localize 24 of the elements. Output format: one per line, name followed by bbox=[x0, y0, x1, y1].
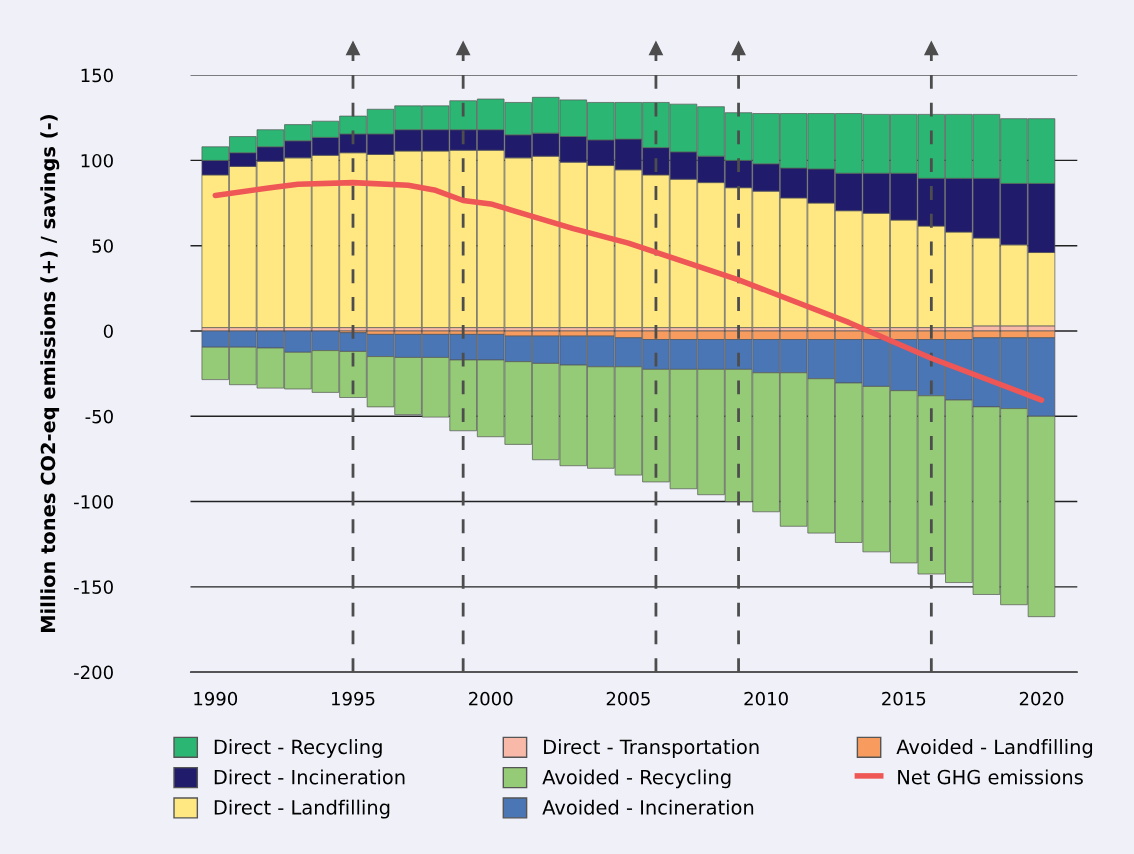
legend-label: Avoided - Incineration bbox=[542, 799, 754, 815]
x-tick-label: 2000 bbox=[469, 691, 513, 706]
y-tick-label: 50 bbox=[92, 239, 113, 253]
y-tick-label: 0 bbox=[103, 324, 113, 339]
y-tick-label: -50 bbox=[85, 409, 113, 424]
legend-label: Avoided - Landfilling bbox=[896, 739, 1093, 758]
x-tick-label: 1995 bbox=[332, 691, 375, 706]
x-tick-label: 2010 bbox=[744, 691, 788, 706]
y-axis-title: Million tones CO2-eq emissions (+) / savings (-) bbox=[40, 115, 60, 633]
y-tick-label: 100 bbox=[81, 153, 113, 168]
y-tick-label: -150 bbox=[74, 580, 113, 594]
legend-label: Net GHG emissions bbox=[898, 769, 1083, 785]
legend-label: Direct - Transportation bbox=[544, 739, 759, 758]
legend-label: Direct - Recycling bbox=[214, 739, 382, 758]
legend-label: Avoided - Recycling bbox=[542, 769, 731, 789]
x-tick-label: 1990 bbox=[194, 691, 238, 706]
x-tick-label: 2005 bbox=[606, 691, 650, 706]
x-tick-label: 2020 bbox=[1019, 691, 1064, 706]
x-tick-label: 2015 bbox=[882, 691, 926, 706]
y-tick-label: -100 bbox=[74, 495, 113, 509]
legend-label: Direct - Landfilling bbox=[214, 799, 390, 819]
y-tick-label: 150 bbox=[81, 68, 113, 83]
y-tick-label: -200 bbox=[74, 665, 113, 680]
legend-label: Direct - Incineration bbox=[214, 769, 405, 785]
